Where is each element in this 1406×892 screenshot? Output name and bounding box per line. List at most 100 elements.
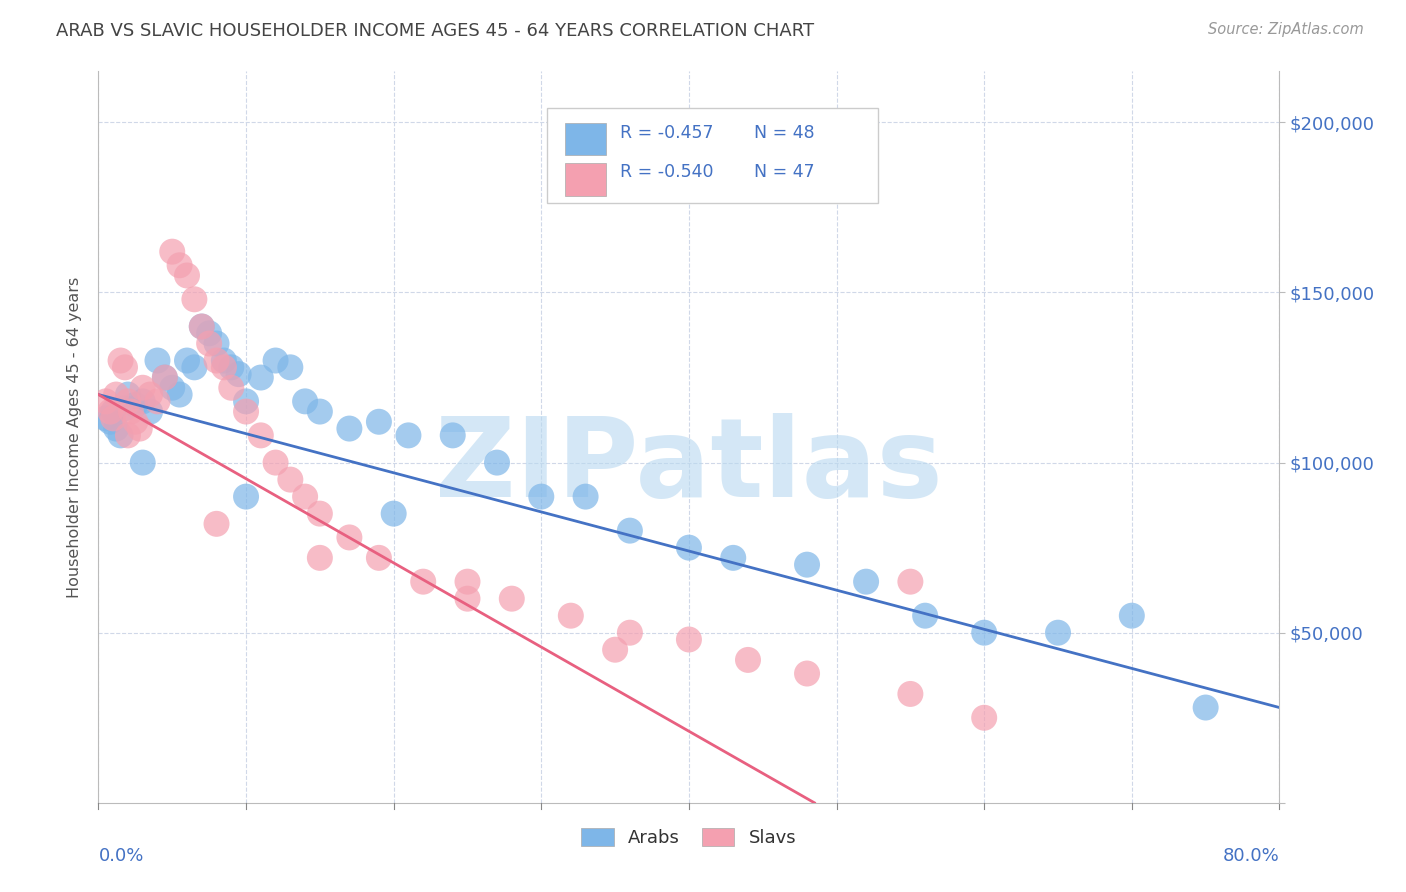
Point [98, 415, 121, 429]
Point [294, 394, 316, 409]
Point [235, 490, 257, 504]
Point [264, 456, 287, 470]
Point [153, 370, 176, 384]
Point [132, 456, 155, 470]
Y-axis label: Householder Income Ages 45 - 64 years: Householder Income Ages 45 - 64 years [67, 277, 83, 598]
Point [796, 558, 818, 572]
Text: ZIPatlas: ZIPatlas [434, 413, 943, 520]
Point [103, 404, 125, 418]
Point [153, 370, 176, 384]
Legend: Arabs, Slavs: Arabs, Slavs [572, 819, 806, 856]
Text: 80.0%: 80.0% [1223, 847, 1279, 864]
Point [1046, 625, 1070, 640]
Text: 0.0%: 0.0% [98, 847, 143, 864]
Point [250, 428, 273, 442]
Point [94, 394, 117, 409]
Point [309, 507, 332, 521]
Point [183, 293, 205, 307]
Point [1195, 700, 1218, 714]
Point [146, 394, 169, 409]
Point [412, 574, 434, 589]
Point [619, 524, 641, 538]
Point [914, 608, 936, 623]
Point [678, 632, 700, 647]
Point [723, 550, 745, 565]
Point [124, 398, 146, 412]
Point [900, 687, 922, 701]
Point [212, 353, 235, 368]
Point [973, 711, 995, 725]
Point [441, 428, 464, 442]
Text: N = 48: N = 48 [754, 124, 814, 142]
Point [398, 428, 420, 442]
Point [339, 531, 361, 545]
Point [973, 625, 995, 640]
Point [382, 507, 405, 521]
Point [205, 336, 228, 351]
Point [368, 550, 391, 565]
Point [110, 428, 132, 442]
Point [221, 381, 243, 395]
Point [368, 415, 391, 429]
Point [855, 574, 877, 589]
Point [264, 353, 287, 368]
Point [339, 421, 361, 435]
Point [114, 401, 136, 416]
Point [162, 244, 183, 259]
Point [228, 367, 250, 381]
Point [605, 642, 627, 657]
FancyBboxPatch shape [565, 163, 606, 195]
Point [146, 353, 169, 368]
Point [183, 360, 205, 375]
Point [98, 404, 121, 418]
Point [530, 490, 553, 504]
Point [309, 550, 332, 565]
Text: R = -0.540: R = -0.540 [620, 163, 714, 181]
Point [124, 415, 146, 429]
Point [737, 653, 759, 667]
Point [176, 353, 198, 368]
Point [457, 574, 479, 589]
Point [486, 456, 509, 470]
Point [198, 336, 221, 351]
Point [619, 625, 641, 640]
Point [191, 319, 214, 334]
Point [250, 370, 273, 384]
Point [191, 319, 214, 334]
Point [162, 381, 183, 395]
Point [94, 411, 117, 425]
Point [169, 387, 191, 401]
Point [235, 394, 257, 409]
Point [309, 404, 332, 418]
Point [294, 490, 316, 504]
Point [1121, 608, 1143, 623]
Point [169, 258, 191, 272]
Point [176, 268, 198, 283]
Point [575, 490, 598, 504]
Point [235, 404, 257, 418]
Text: Source: ZipAtlas.com: Source: ZipAtlas.com [1208, 22, 1364, 37]
Point [105, 387, 128, 401]
Point [560, 608, 582, 623]
Text: N = 47: N = 47 [754, 163, 814, 181]
Point [205, 353, 228, 368]
Text: ARAB VS SLAVIC HOUSEHOLDER INCOME AGES 45 - 64 YEARS CORRELATION CHART: ARAB VS SLAVIC HOUSEHOLDER INCOME AGES 4… [56, 22, 814, 40]
Point [139, 387, 162, 401]
FancyBboxPatch shape [565, 122, 606, 155]
Point [132, 394, 155, 409]
Point [120, 404, 142, 418]
Point [221, 360, 243, 375]
Point [501, 591, 523, 606]
Point [205, 516, 228, 531]
Point [280, 473, 302, 487]
Text: R = -0.457: R = -0.457 [620, 124, 714, 142]
Point [900, 574, 922, 589]
Point [796, 666, 818, 681]
Point [117, 394, 139, 409]
FancyBboxPatch shape [547, 108, 877, 203]
Point [128, 421, 150, 435]
Point [132, 381, 155, 395]
Point [457, 591, 479, 606]
Point [280, 360, 302, 375]
Point [105, 421, 128, 435]
